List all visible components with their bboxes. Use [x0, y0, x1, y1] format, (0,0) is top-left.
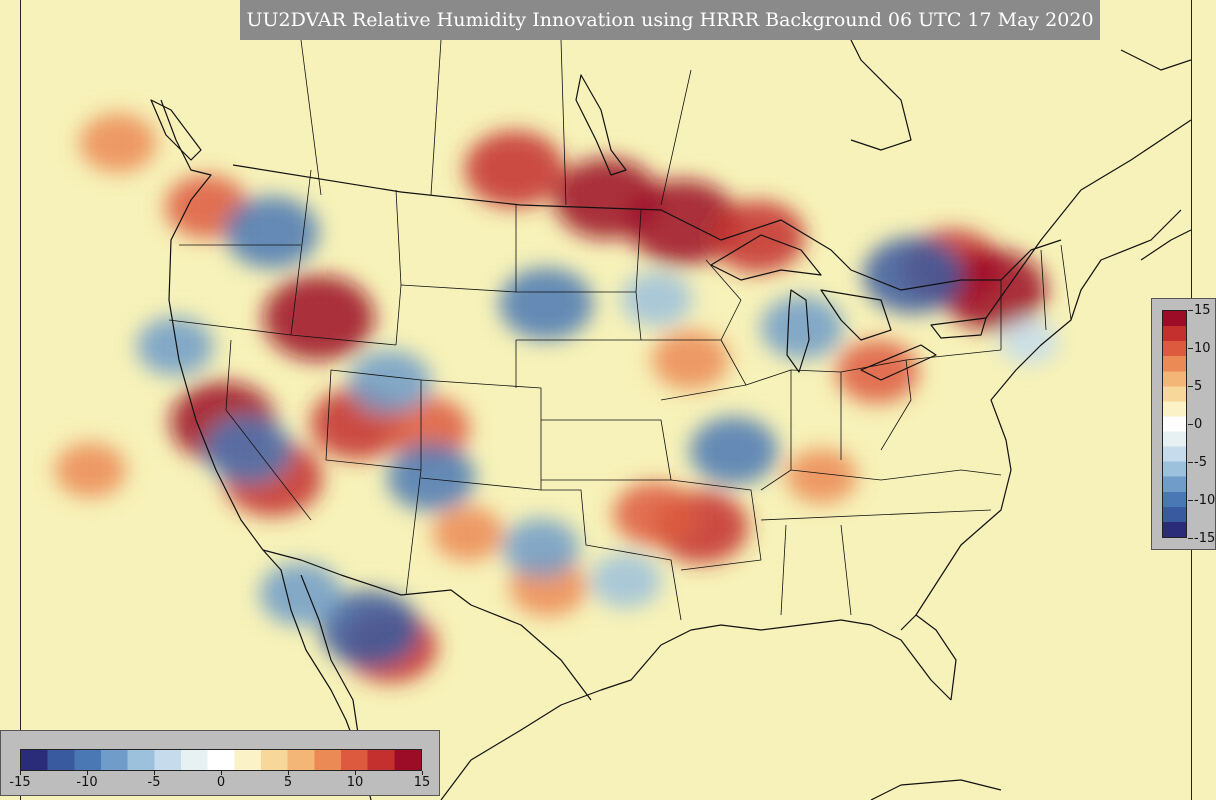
florida-coastline	[900, 614, 957, 701]
baja-coastline	[300, 574, 360, 741]
us-mexico-border	[262, 549, 592, 701]
hudson-bay-shore	[830, 0, 912, 151]
gulf-coastline	[440, 619, 952, 800]
vertical-colorbar-gradient	[1162, 310, 1187, 538]
lake-winnipeg	[575, 74, 627, 176]
newfoundland-coast	[1120, 49, 1191, 71]
vertical-colorbar-label: 0	[1194, 417, 1203, 432]
horizontal-colorbar-tick	[355, 771, 356, 775]
vertical-colorbar-label: 10	[1194, 341, 1211, 356]
map-panel	[20, 0, 1192, 800]
vertical-colorbar-tick	[1188, 462, 1193, 463]
lake-superior	[710, 234, 822, 281]
lake-michigan	[786, 289, 810, 373]
arctic-shoreline	[870, 779, 1002, 800]
map-canvas	[21, 0, 1191, 800]
horizontal-colorbar-label: -15	[9, 775, 31, 790]
vertical-colorbar-label: -15	[1194, 531, 1216, 546]
horizontal-colorbar: -15 -10 -5 0 5 10 15	[0, 730, 440, 796]
horizontal-colorbar-label: 10	[346, 775, 364, 790]
st-lawrence	[985, 119, 1191, 319]
lake-ontario	[930, 317, 987, 339]
horizontal-colorbar-tick	[20, 771, 21, 775]
horizontal-colorbar-label: 5	[283, 775, 293, 790]
state-lines	[168, 169, 1072, 621]
province-lines	[300, 39, 692, 206]
lake-erie	[860, 344, 937, 381]
horizontal-colorbar-label: 15	[413, 775, 431, 790]
vertical-colorbar-label: -5	[1194, 455, 1207, 470]
horizontal-colorbar-tick	[154, 771, 155, 775]
pacific-coastline	[160, 99, 372, 800]
vertical-colorbar-tick	[1188, 310, 1193, 311]
vertical-colorbar-tick	[1188, 538, 1193, 539]
field-texture	[21, 0, 1191, 800]
horizontal-colorbar-label: 0	[216, 775, 226, 790]
vertical-colorbar-label: -10	[1194, 493, 1216, 508]
horizontal-colorbar-label: -5	[147, 775, 161, 790]
atlantic-coastline	[915, 209, 1182, 616]
vertical-colorbar-label: 5	[1194, 379, 1203, 394]
vertical-colorbar: 15 10 5 0 -5 -10 -15	[1151, 298, 1216, 550]
political-boundaries	[150, 0, 1191, 800]
horizontal-colorbar-label: -10	[76, 775, 98, 790]
vertical-colorbar-tick	[1188, 500, 1193, 501]
map-title: UU2DVAR Relative Humidity Innovation usi…	[240, 0, 1100, 40]
vertical-colorbar-tick	[1188, 424, 1193, 425]
horizontal-colorbar-tick	[221, 771, 222, 775]
vertical-colorbar-label: 15	[1194, 303, 1211, 318]
vertical-colorbar-tick	[1188, 348, 1193, 349]
vancouver-island	[150, 99, 202, 161]
horizontal-colorbar-tick	[288, 771, 289, 775]
horizontal-colorbar-tick	[87, 771, 88, 775]
horizontal-colorbar-gradient	[20, 749, 422, 771]
vertical-colorbar-tick	[1188, 386, 1193, 387]
nova-scotia	[1140, 229, 1191, 261]
lake-huron	[820, 289, 892, 341]
horizontal-colorbar-tick	[422, 771, 423, 775]
